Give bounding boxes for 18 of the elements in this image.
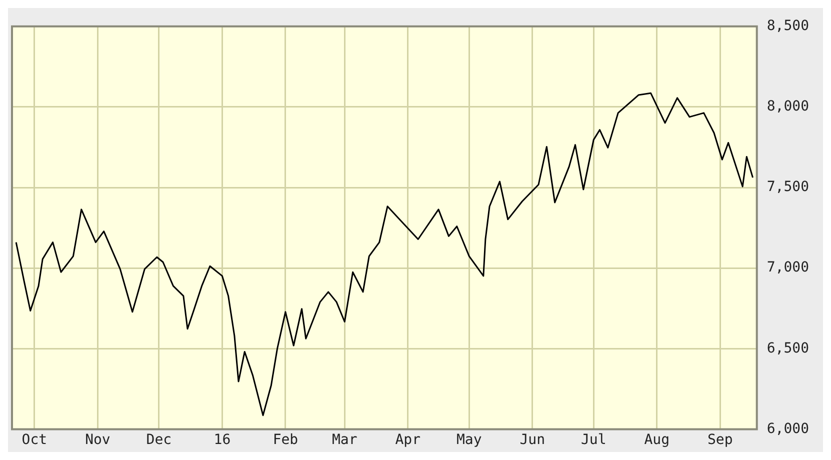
x-tick-label: Sep: [707, 432, 733, 448]
y-tick-label: 6,500: [766, 340, 810, 356]
x-tick-label: Jul: [580, 432, 606, 448]
x-tick-label: Nov: [85, 432, 110, 448]
y-tick-label: 7,500: [766, 179, 810, 196]
y-tick-label: 6,000: [766, 420, 810, 437]
x-tick-label: Mar: [332, 432, 358, 448]
y-tick-label: 7,000: [766, 260, 810, 276]
y-tick-label: 8,000: [766, 98, 810, 115]
x-tick-label: May: [456, 432, 482, 448]
x-tick-label: Apr: [395, 432, 421, 448]
x-tick-label: Aug: [644, 432, 670, 448]
x-tick-label: Jun: [520, 432, 546, 448]
y-tick-label: 8,500: [766, 18, 810, 34]
x-tick-label: Feb: [272, 432, 298, 448]
x-tick-label: Dec: [146, 432, 172, 448]
x-tick-label: 16: [214, 432, 231, 448]
x-tick-label: Oct: [22, 432, 48, 448]
